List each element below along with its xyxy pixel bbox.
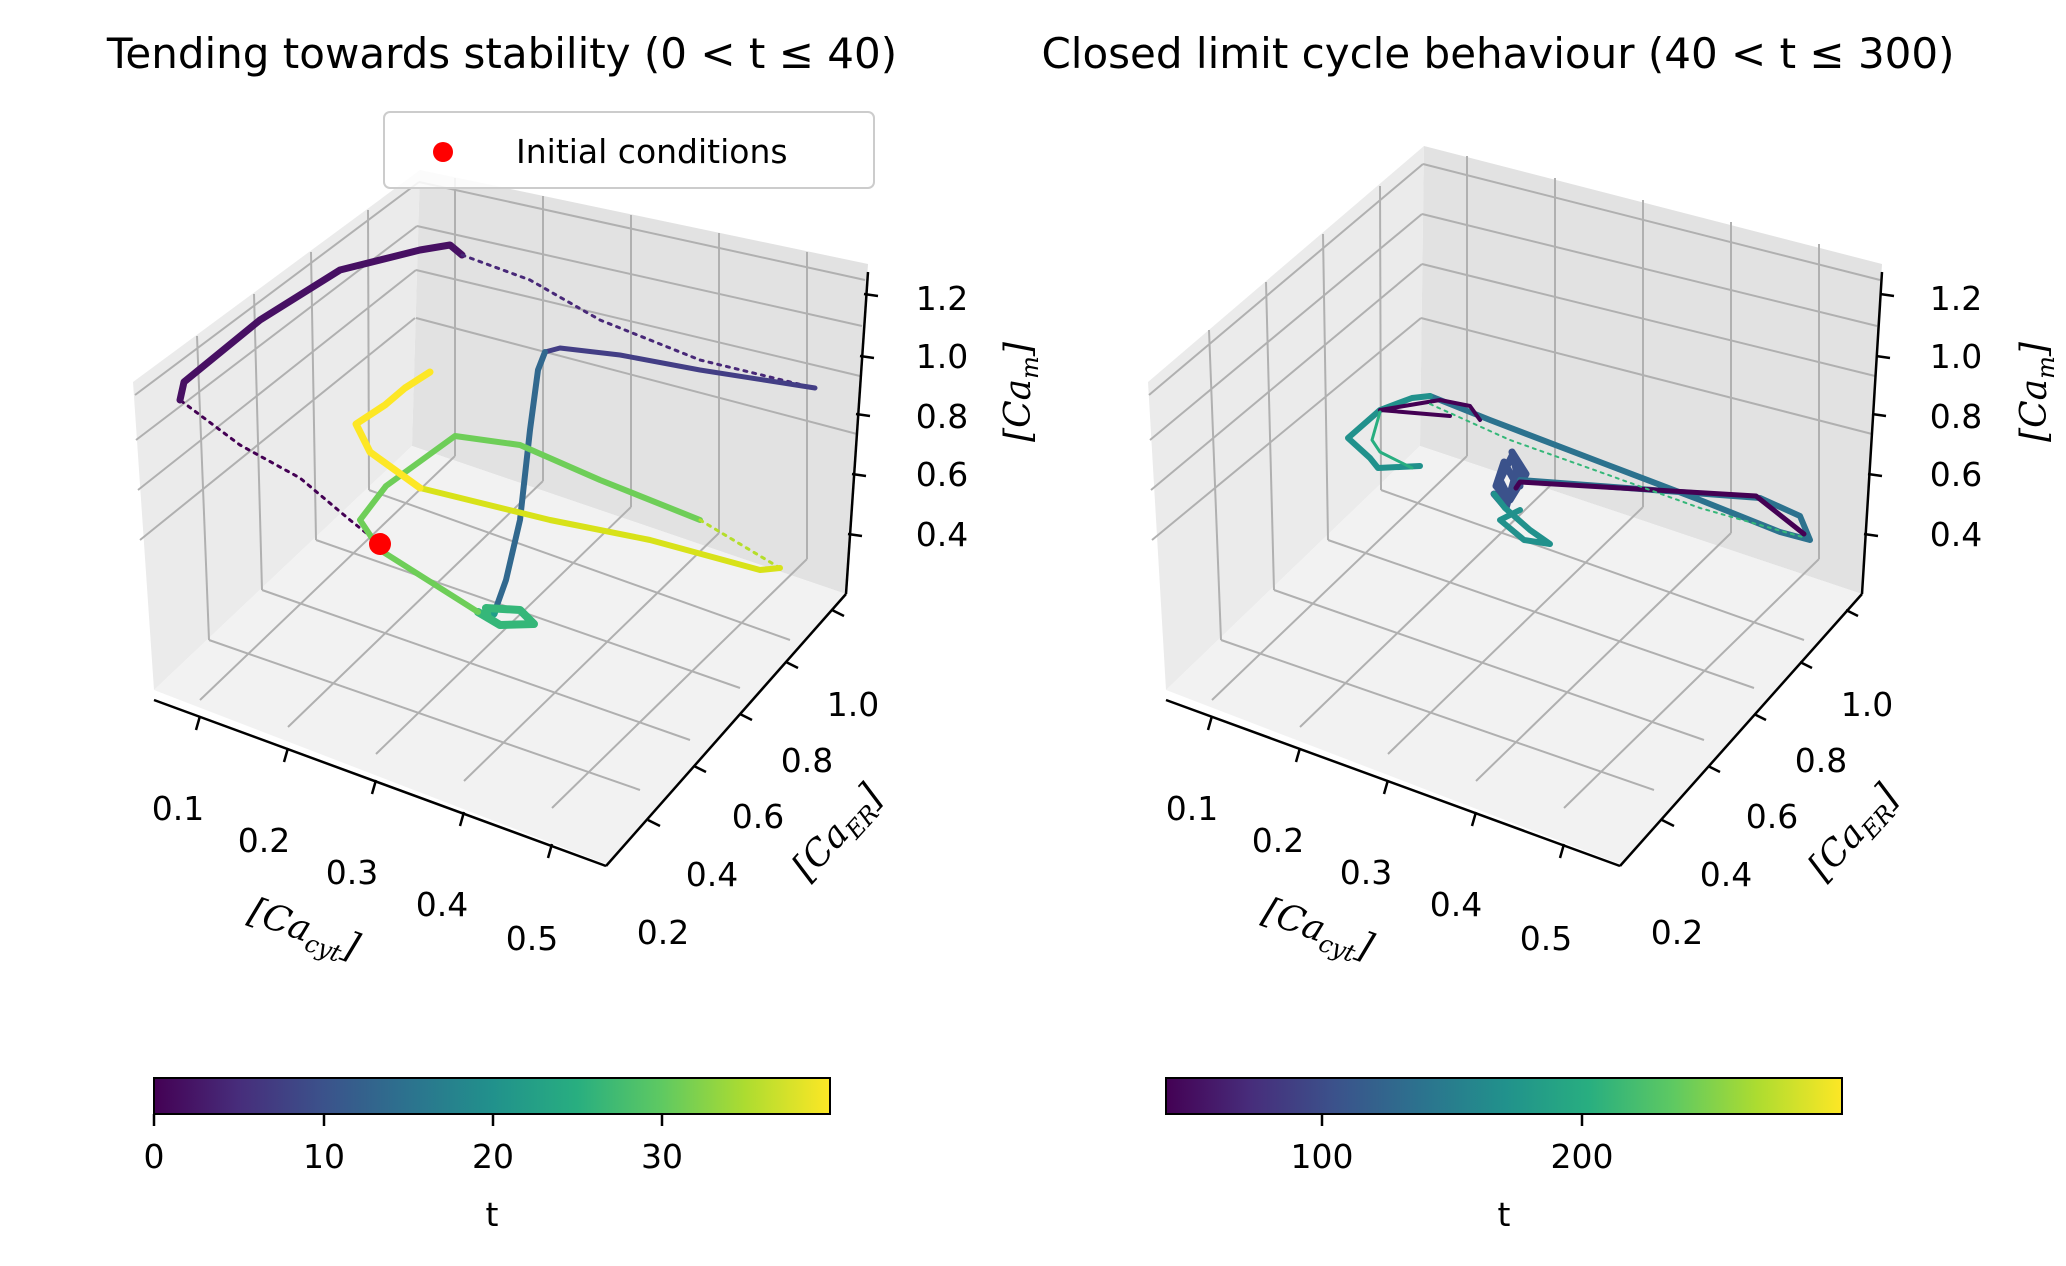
right-y-tick-label: 0.8 [1795,741,1847,780]
right-y-tick-label: 0.4 [1700,855,1752,894]
right-trajectory-segment [1490,448,1530,512]
right-colorbar-label: t [1498,1195,1511,1234]
left-trajectory-segment [460,253,817,390]
left-trajectory-segment [352,368,434,492]
right-z-tick-label: 0.4 [1930,515,1982,554]
left-z-tick-label: 0.6 [916,455,968,494]
right-colorbar-tick: 200 [1551,1137,1614,1176]
left-colorbar-bar [153,1077,831,1115]
right-trajectory-segment [1491,491,1553,547]
left-colorbar-tick: 20 [472,1137,514,1176]
left-z-tick-label: 0.8 [916,397,968,436]
legend-marker [433,142,453,162]
right-trajectory-segment [1370,410,1414,470]
right-z-tick-label: 0.8 [1930,397,1982,436]
right-z-axis-line [1860,271,1884,595]
left-z-tick-label: 0.4 [916,515,968,554]
right-y-ticks: 0.2 0.4 0.6 0.8 1.0 [1651,608,1893,952]
left-x-tick-label: 0.2 [238,821,290,860]
left-x-ticks: 0.1 0.2 0.3 0.4 0.5 [152,715,558,958]
right-colorbar: 100 200 t [1165,1077,1843,1234]
right-x-axis-label: [Cacyt] [1256,890,1380,972]
legend-label: Initial conditions [516,132,788,171]
left-x-tick-label: 0.3 [326,853,378,892]
left-y-tick-label: 0.4 [686,855,738,894]
right-y-tick-label: 1.0 [1841,685,1893,724]
right-trajectory-segment [1378,398,1482,422]
left-z-ticks: 0.4 0.6 0.8 1.0 1.2 [847,279,968,554]
right-pane-floor [1166,446,1862,864]
right-trajectory [1345,393,1813,547]
right-trajectory-segment [1345,393,1433,471]
left-z-axis-label: [Cam] [998,341,1044,442]
left-pane-floor [154,446,846,864]
left-y-tick-label: 1.0 [827,685,879,724]
left-x-axis-line [153,698,607,868]
right-x-tick-label: 0.4 [1430,885,1482,924]
left-colorbar: 0 10 20 30 t [144,1077,831,1234]
left-x-tick-label: 0.4 [416,885,468,924]
left-y-tick-label: 0.6 [732,797,784,836]
right-x-axis-line [1165,698,1621,868]
right-x-ticks: 0.1 0.2 0.3 0.4 0.5 [1166,715,1572,958]
left-x-axis-label: [Cacyt] [242,890,366,972]
left-y-tick-label: 0.2 [637,913,689,952]
right-colorbar-tick: 100 [1291,1137,1354,1176]
left-colorbar-tick: 0 [144,1137,165,1176]
right-y-tick-label: 0.2 [1651,913,1703,952]
right-x-tick-label: 0.3 [1340,853,1392,892]
right-x-tick-label: 0.5 [1520,919,1572,958]
left-z-axis-line [844,271,870,595]
left-trajectory-segment [417,485,783,573]
left-trajectory-segment [542,345,818,391]
right-x-tick-label: 0.1 [1166,789,1218,828]
left-title: Tending towards stability (0 < t ≤ 40) [106,29,897,78]
left-z-tick-label: 1.2 [916,279,968,318]
left-colorbar-label: t [486,1195,499,1234]
right-gridlines [1148,156,1881,809]
right-z-axis-label: [Cam] [2014,341,2060,442]
right-plot: Closed limit cycle behaviour (40 < t ≤ 3… [1041,29,2060,1234]
right-y-axis-label: [CaER] [1801,776,1911,891]
right-z-tick-label: 1.0 [1930,337,1982,376]
left-y-ticks: 0.2 0.4 0.6 0.8 1.0 [637,608,879,952]
right-z-tick-label: 0.6 [1930,455,1982,494]
right-z-tick-label: 1.2 [1930,279,1982,318]
right-title: Closed limit cycle behaviour (40 < t ≤ 3… [1041,29,1954,78]
legend: Initial conditions [383,111,875,189]
initial-condition-point [369,533,391,555]
right-y-tick-label: 0.6 [1746,797,1798,836]
left-colorbar-tick: 30 [641,1137,683,1176]
left-x-tick-label: 0.5 [506,919,558,958]
left-trajectory-segment [698,518,782,570]
right-trajectory-segment [1513,479,1807,537]
legend-box [383,111,875,189]
right-trajectory-segment [1427,393,1813,543]
right-z-ticks: 0.4 0.6 0.8 1.0 1.2 [1863,279,1982,554]
left-trajectory-segment [493,349,548,611]
right-colorbar-bar [1165,1077,1843,1115]
right-x-tick-label: 0.2 [1252,821,1304,860]
right-trajectory-segment [1429,403,1807,539]
left-y-tick-label: 0.8 [781,741,833,780]
left-trajectory-segment [178,398,382,546]
left-trajectory-segment [474,604,538,629]
left-colorbar-tick: 10 [303,1137,345,1176]
left-pane-back-right [412,170,868,594]
left-trajectory [176,241,818,629]
left-y-axis-label: [CaER] [785,776,895,891]
left-trajectory-segment [176,241,466,404]
right-y-axis-line [1619,593,1863,867]
left-x-tick-label: 0.1 [152,789,204,828]
left-plot: Tending towards stability (0 < t ≤ 40) [106,29,1044,1234]
left-z-tick-label: 1.0 [916,337,968,376]
left-y-axis-line [605,593,847,867]
